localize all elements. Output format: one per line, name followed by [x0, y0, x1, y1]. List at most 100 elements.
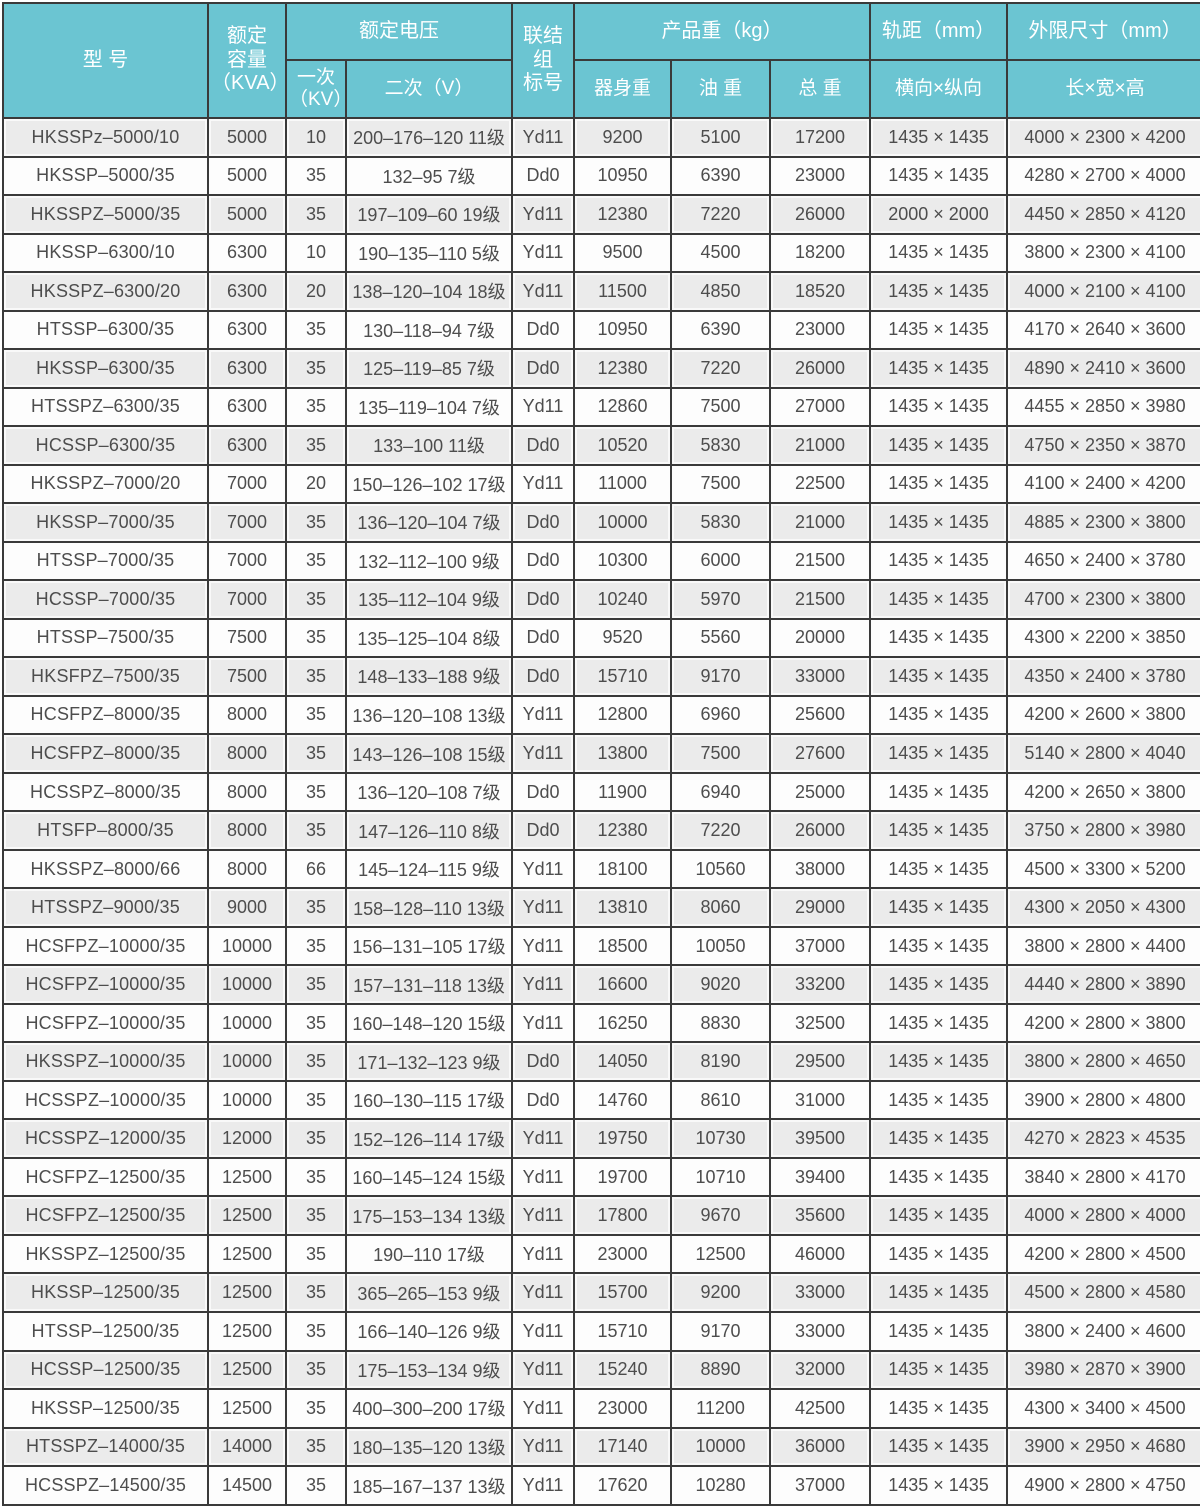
- cell-connection: Yd11: [511, 1349, 575, 1391]
- cell-model: HTSFP–8000/35: [2, 810, 209, 851]
- cell-primary-kv: 66: [285, 848, 347, 890]
- cell-gauge: 1435 × 1435: [869, 425, 1008, 466]
- cell-gauge: 1435 × 1435: [869, 502, 1008, 543]
- cell-oil-weight: 7500: [670, 386, 771, 428]
- cell-capacity: 6300: [207, 232, 287, 274]
- cell-oil-weight: 8060: [670, 887, 771, 928]
- cell-dimensions: 4000 × 2100 × 4100: [1006, 271, 1200, 312]
- cell-oil-weight: 5560: [670, 617, 771, 659]
- cell-gauge: 1435 × 1435: [869, 964, 1008, 1005]
- cell-connection: Dd0: [511, 1041, 575, 1082]
- table-row: HKSSPZ–5000/35 5000 35 197–109–60 19级 Yd11 12…: [2, 194, 1200, 235]
- table-row: HKSSPZ–7000/20 7000 20 150–126–102 17级 Yd11 1…: [2, 463, 1200, 505]
- cell-capacity: 12500: [207, 1349, 287, 1391]
- cell-body-weight: 23000: [573, 1233, 672, 1275]
- cell-oil-weight: 9170: [670, 656, 771, 697]
- table-row: HKSSPZ–12500/35 12500 35 190–110 17级 Yd11 230…: [2, 1233, 1200, 1275]
- cell-dimensions: 4200 × 2650 × 3800: [1006, 771, 1200, 813]
- cell-gauge: 1435 × 1435: [869, 1349, 1008, 1391]
- cell-dimensions: 4885 × 2300 × 3800: [1006, 502, 1200, 543]
- cell-body-weight: 9500: [573, 232, 672, 274]
- cell-connection: Yd11: [511, 1426, 575, 1468]
- cell-capacity: 6300: [207, 271, 287, 312]
- cell-body-weight: 13810: [573, 887, 672, 928]
- cell-capacity: 7000: [207, 502, 287, 543]
- cell-connection: Yd11: [511, 1195, 575, 1236]
- cell-secondary-v: 175–153–134 9级: [345, 1349, 513, 1391]
- table-row: HKSFPZ–7500/35 7500 35 148–133–188 9级 Dd0 157…: [2, 656, 1200, 697]
- cell-gauge: 1435 × 1435: [869, 386, 1008, 428]
- cell-gauge: 1435 × 1435: [869, 771, 1008, 813]
- cell-oil-weight: 8190: [670, 1041, 771, 1082]
- cell-gauge: 1435 × 1435: [869, 810, 1008, 851]
- cell-model: HKSSPZ–10000/35: [2, 1041, 209, 1082]
- cell-primary-kv: 35: [285, 1118, 347, 1159]
- cell-dimensions: 4750 × 2350 × 3870: [1006, 425, 1200, 466]
- cell-capacity: 7000: [207, 540, 287, 582]
- cell-gauge: 1435 × 1435: [869, 463, 1008, 505]
- cell-connection: Yd11: [511, 1156, 575, 1198]
- table-row: HKSSP–12500/35 12500 35 365–265–153 9级 Yd11 1…: [2, 1272, 1200, 1313]
- cell-dimensions: 3900 × 2800 × 4800: [1006, 1079, 1200, 1121]
- cell-secondary-v: 135–119–104 7级: [345, 386, 513, 428]
- cell-gauge: 1435 × 1435: [869, 733, 1008, 774]
- cell-primary-kv: 35: [285, 810, 347, 851]
- cell-connection: Yd11: [511, 117, 575, 158]
- table-row: HCSFPZ–8000/35 8000 35 143–126–108 15级 Yd11 1…: [2, 733, 1200, 774]
- cell-model: HCSFPZ–10000/35: [2, 925, 209, 967]
- cell-gauge: 1435 × 1435: [869, 694, 1008, 736]
- cell-secondary-v: 136–120–108 7级: [345, 771, 513, 813]
- cell-dimensions: 4200 × 2600 × 3800: [1006, 694, 1200, 736]
- cell-oil-weight: 8890: [670, 1349, 771, 1391]
- cell-connection: Yd11: [511, 1272, 575, 1313]
- cell-connection: Dd0: [511, 656, 575, 697]
- cell-primary-kv: 35: [285, 1195, 347, 1236]
- cell-dimensions: 3750 × 2800 × 3980: [1006, 810, 1200, 851]
- cell-primary-kv: 35: [285, 1233, 347, 1275]
- cell-secondary-v: 160–145–124 15级: [345, 1156, 513, 1198]
- cell-primary-kv: 35: [285, 194, 347, 235]
- cell-dimensions: 3980 × 2870 × 3900: [1006, 1349, 1200, 1391]
- table-row: HCSFPZ–8000/35 8000 35 136–120–108 13级 Yd11 1…: [2, 694, 1200, 736]
- cell-dimensions: 4200 × 2800 × 4500: [1006, 1233, 1200, 1275]
- cell-gauge: 1435 × 1435: [869, 271, 1008, 312]
- cell-primary-kv: 35: [285, 1156, 347, 1198]
- cell-primary-kv: 35: [285, 386, 347, 428]
- cell-oil-weight: 10280: [670, 1465, 771, 1506]
- cell-secondary-v: 135–112–104 9级: [345, 579, 513, 620]
- cell-oil-weight: 5100: [670, 117, 771, 158]
- cell-secondary-v: 148–133–188 9级: [345, 656, 513, 697]
- cell-secondary-v: 130–118–94 7级: [345, 309, 513, 351]
- cell-primary-kv: 35: [285, 502, 347, 543]
- cell-capacity: 8000: [207, 848, 287, 890]
- cell-body-weight: 15710: [573, 1310, 672, 1352]
- cell-connection: Dd0: [511, 540, 575, 582]
- cell-connection: Dd0: [511, 309, 575, 351]
- header-track-gauge-group: 轨距（mm）: [869, 2, 1008, 61]
- cell-total-weight: 27600: [769, 733, 871, 774]
- table-row: HKSSP–6300/35 6300 35 125–119–85 7级 Dd0 12380…: [2, 348, 1200, 389]
- cell-body-weight: 13800: [573, 733, 672, 774]
- table-header: 型 号 额定 容量 （KVA） 额定电压 联结组 标号 产品重（kg） 轨距（m…: [2, 2, 1200, 119]
- cell-total-weight: 23000: [769, 155, 871, 197]
- cell-capacity: 10000: [207, 925, 287, 967]
- cell-dimensions: 4300 × 3400 × 4500: [1006, 1388, 1200, 1429]
- cell-dimensions: 4500 × 2800 × 4580: [1006, 1272, 1200, 1313]
- table-row: HTSSP–7000/35 7000 35 132–112–100 9级 Dd0 1030…: [2, 540, 1200, 582]
- cell-secondary-v: 143–126–108 15级: [345, 733, 513, 774]
- cell-body-weight: 10000: [573, 502, 672, 543]
- table-row: HKSSP–7000/35 7000 35 136–120–104 7级 Dd0 1000…: [2, 502, 1200, 543]
- header-row-1: 型 号 额定 容量 （KVA） 额定电压 联结组 标号 产品重（kg） 轨距（m…: [2, 2, 1200, 119]
- cell-secondary-v: 365–265–153 9级: [345, 1272, 513, 1313]
- cell-body-weight: 10520: [573, 425, 672, 466]
- table-row: HCSSPZ–10000/35 10000 35 160–130–115 17级 Dd0…: [2, 1079, 1200, 1121]
- cell-body-weight: 15710: [573, 656, 672, 697]
- cell-oil-weight: 10710: [670, 1156, 771, 1198]
- cell-capacity: 12500: [207, 1388, 287, 1429]
- cell-capacity: 10000: [207, 964, 287, 1005]
- table-row: HCSSPZ–14500/35 14500 35 185–167–137 13级 Yd1…: [2, 1465, 1200, 1506]
- header-oil-weight: 油 重: [670, 59, 771, 119]
- cell-primary-kv: 10: [285, 232, 347, 274]
- cell-model: HTSSPZ–9000/35: [2, 887, 209, 928]
